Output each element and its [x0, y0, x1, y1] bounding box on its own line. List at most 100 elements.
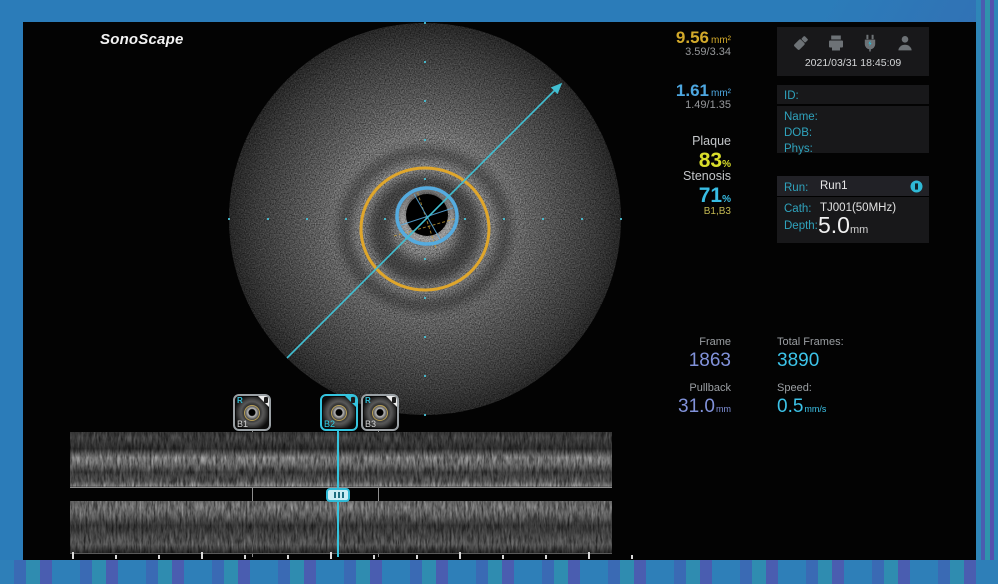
scale-dot: [384, 218, 386, 220]
run-info-box: Run: Run1 Cath: TJ001(50MHz) Depth: 5.0m…: [777, 176, 929, 243]
ruler-tick: [72, 552, 74, 559]
scale-dot: [581, 218, 583, 220]
power-plug-icon[interactable]: [860, 33, 880, 53]
scale-dot: [424, 297, 426, 299]
run-selector[interactable]: Run: Run1: [777, 176, 929, 197]
scale-dot: [424, 258, 426, 260]
ruler-tick: [287, 555, 289, 559]
run-label: Run:: [784, 182, 809, 194]
scale-dot: [424, 336, 426, 338]
catheter-lumen: [406, 194, 448, 236]
lumen-contour[interactable]: [395, 186, 459, 246]
usb-drive-icon[interactable]: [791, 33, 811, 53]
name-label: Name:: [784, 111, 818, 123]
bookmark-id: B1: [237, 419, 249, 429]
ruler-tick: [545, 555, 547, 559]
depth-label: Depth:: [784, 220, 818, 232]
total-frames-value: 3890: [777, 350, 820, 371]
scale-dot: [424, 22, 426, 24]
scale-dot: [424, 139, 426, 141]
brand-logo: SonoScape: [100, 31, 184, 48]
dob-label: DOB:: [784, 127, 813, 139]
scale-dot: [620, 218, 622, 220]
media-shadow: [338, 146, 512, 312]
bookmark-marker-line-b3: [378, 431, 379, 557]
scale-dots: [228, 22, 622, 416]
bookmark-id: B3: [365, 419, 377, 429]
phys-label: Phys:: [784, 143, 813, 155]
pullback-label: Pullback: [689, 382, 731, 394]
stenosis-reference: B1,B3: [703, 206, 731, 217]
ruler-tick: [115, 555, 117, 559]
scale-dot: [306, 218, 308, 220]
bookmark-fold-icon: [351, 397, 355, 403]
scale-dot: [503, 218, 505, 220]
plaque-shadow: [368, 174, 482, 284]
vessel-diameters: 3.59/3.34: [685, 46, 731, 58]
ruler-tick: [201, 552, 203, 559]
datetime-display: 2021/03/31 18:45:09: [804, 57, 902, 69]
bookmark-id: B2: [324, 419, 336, 429]
recorded-flag: R: [237, 396, 243, 405]
lumen-diameter-line: [413, 193, 441, 240]
catheter-ring-echo: [400, 188, 454, 242]
longitudinal-view-a[interactable]: [70, 432, 612, 488]
plaque-label: Plaque: [692, 134, 731, 148]
scale-dot: [267, 218, 269, 220]
scale-dot: [424, 61, 426, 63]
scale-dot: [228, 218, 230, 220]
run-value: Run1: [820, 180, 848, 192]
bookmark-thumbnail-b3[interactable]: R B3: [361, 394, 399, 431]
ivus-cross-section-image[interactable]: [228, 22, 622, 416]
plaque-value: 83%: [698, 149, 731, 172]
cath-label: Cath:: [784, 203, 812, 215]
run-menu-icon[interactable]: [910, 180, 923, 193]
ruler-tick: [416, 555, 418, 559]
frame-value: 1863: [688, 350, 731, 371]
scale-dot: [464, 218, 466, 220]
ruler-tick: [502, 555, 504, 559]
user-icon[interactable]: [895, 33, 915, 53]
lumen-area-value: 1.61 mm²: [675, 81, 731, 100]
ruler-tick: [373, 555, 375, 559]
scale-dot: [424, 100, 426, 102]
patient-id-box[interactable]: ID:: [777, 85, 929, 104]
screen-bezel-right: [976, 0, 998, 584]
vessel-area-value: 9.56 mm²: [675, 28, 731, 47]
total-frames-label: Total Frames:: [777, 336, 844, 348]
stenosis-label: Stenosis: [683, 169, 731, 183]
screen-bezel-bottom: [0, 560, 998, 584]
ruler-tick: [158, 555, 160, 559]
vessel-contour[interactable]: [359, 166, 491, 292]
speed-value: 0.5mm/s: [777, 396, 827, 417]
cath-value: TJ001(50MHz): [820, 202, 897, 214]
bookmark-thumbnail-b1[interactable]: R B1: [233, 394, 271, 431]
recorded-flag: R: [365, 396, 371, 405]
measure-line[interactable]: [286, 82, 563, 359]
patient-info-box: Name: DOB: Phys:: [777, 106, 929, 155]
ruler-tick: [588, 552, 590, 559]
stenosis-value: 71%: [698, 184, 731, 207]
bookmark-fold-icon: [264, 397, 268, 403]
ruler-tick: [631, 555, 633, 559]
scale-dot: [424, 178, 426, 180]
longitudinal-view-b[interactable]: [70, 501, 612, 554]
scale-dot: [345, 218, 347, 220]
speed-label: Speed:: [777, 382, 812, 394]
pullback-value: 31.0mm: [678, 396, 731, 417]
longitudinal-position-slider[interactable]: [326, 488, 350, 502]
printer-icon[interactable]: [826, 33, 846, 53]
bookmark-marker-line-b1: [252, 431, 253, 557]
slider-grip: [334, 492, 344, 498]
toolbar-box: 2021/03/31 18:45:09: [777, 27, 929, 76]
pullback-ruler: [70, 550, 633, 559]
scale-dot: [424, 375, 426, 377]
scale-dot: [424, 414, 426, 416]
frame-label: Frame: [699, 336, 731, 348]
main-screen: SonoScape: [23, 22, 976, 560]
depth-value: 5.0mm: [818, 212, 869, 238]
id-label: ID:: [784, 90, 799, 102]
ruler-tick: [244, 555, 246, 559]
bookmark-thumbnail-b2[interactable]: B2: [320, 394, 358, 431]
